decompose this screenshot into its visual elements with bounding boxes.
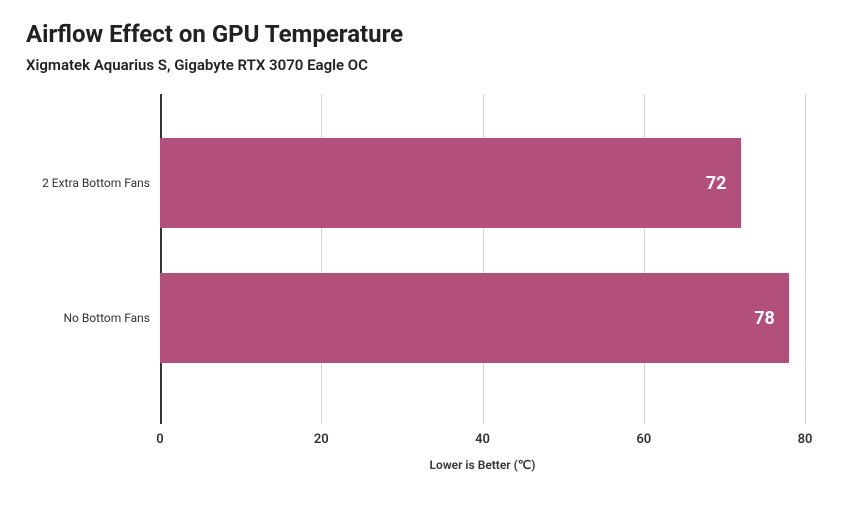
bar-value: 72 xyxy=(706,173,727,194)
gridline xyxy=(805,94,806,424)
chart-title: Airflow Effect on GPU Temperature xyxy=(26,20,829,48)
x-tick: 60 xyxy=(636,432,651,447)
bar-extra-fans: 2 Extra Bottom Fans 72 xyxy=(160,138,741,228)
x-tick: 80 xyxy=(798,432,813,447)
chart-container: Airflow Effect on GPU Temperature Xigmat… xyxy=(0,0,855,518)
plot-area: 2 Extra Bottom Fans 72 No Bottom Fans 78… xyxy=(160,94,805,424)
x-axis-title: Lower is Better (℃) xyxy=(430,458,536,472)
bar-value: 78 xyxy=(754,308,775,329)
category-label: 2 Extra Bottom Fans xyxy=(42,176,150,190)
chart-subtitle: Xigmatek Aquarius S, Gigabyte RTX 3070 E… xyxy=(26,56,829,74)
x-tick: 40 xyxy=(475,432,490,447)
category-label: No Bottom Fans xyxy=(63,311,150,325)
bar-no-fans: No Bottom Fans 78 xyxy=(160,273,789,363)
x-tick: 20 xyxy=(314,432,329,447)
x-tick: 0 xyxy=(156,432,163,447)
